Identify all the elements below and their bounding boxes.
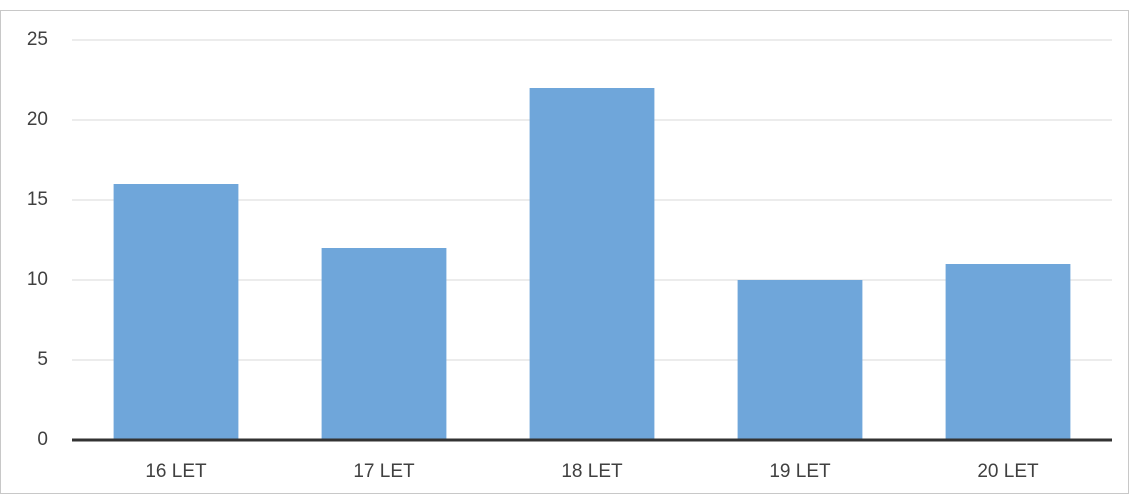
bar	[113, 184, 239, 440]
x-tick-label: 20 LET	[977, 461, 1039, 482]
y-tick-label: 25	[27, 29, 48, 50]
y-tick-label: 20	[27, 109, 48, 130]
bar	[529, 88, 655, 440]
y-tick-label: 15	[27, 189, 48, 210]
x-tick-label: 18 LET	[561, 461, 623, 482]
y-tick-label: 5	[37, 349, 48, 370]
y-tick-label: 0	[37, 429, 48, 450]
bar	[945, 264, 1071, 440]
bar	[737, 280, 863, 440]
x-tick-label: 19 LET	[769, 461, 831, 482]
x-tick-label: 17 LET	[353, 461, 415, 482]
bar	[321, 248, 447, 440]
x-tick-label: 16 LET	[145, 461, 207, 482]
y-tick-label: 10	[27, 269, 48, 290]
